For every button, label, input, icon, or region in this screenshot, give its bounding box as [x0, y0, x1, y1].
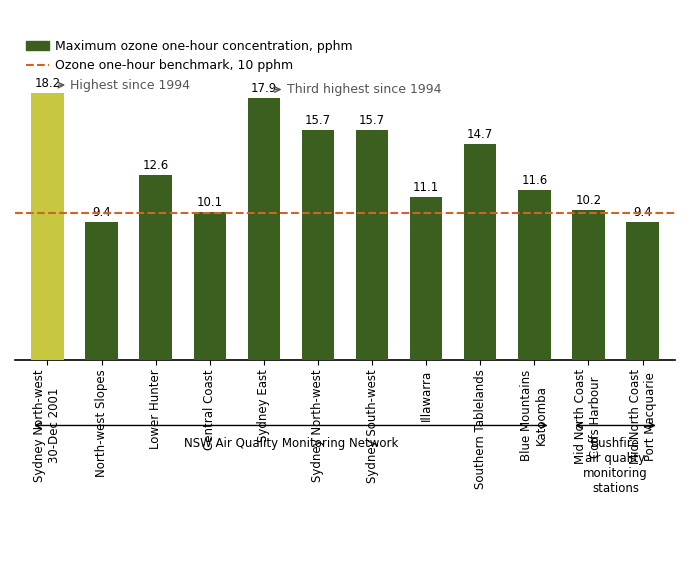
Bar — [464, 144, 497, 360]
Text: 18.2: 18.2 — [34, 77, 61, 90]
Bar — [410, 197, 442, 360]
Text: NSW Air Quality Monitoring Network: NSW Air Quality Monitoring Network — [184, 437, 398, 450]
Text: 9.4: 9.4 — [92, 206, 111, 219]
Text: 10.2: 10.2 — [575, 194, 602, 207]
Text: 11.6: 11.6 — [521, 174, 547, 187]
Legend: Maximum ozone one-hour concentration, pphm, Ozone one-hour benchmark, 10 pphm: Maximum ozone one-hour concentration, pp… — [21, 35, 357, 77]
Text: 12.6: 12.6 — [143, 160, 169, 172]
Text: Highest since 1994: Highest since 1994 — [70, 79, 190, 92]
Text: 14.7: 14.7 — [467, 128, 493, 142]
Text: 15.7: 15.7 — [305, 114, 331, 127]
Bar — [302, 130, 334, 360]
Text: 15.7: 15.7 — [359, 114, 385, 127]
Bar — [627, 222, 659, 360]
Bar — [356, 130, 388, 360]
Text: Third highest since 1994: Third highest since 1994 — [286, 83, 441, 96]
Bar — [248, 97, 280, 360]
Bar — [139, 175, 172, 360]
Text: Bushfire
air quality
monitoring
stations: Bushfire air quality monitoring stations — [583, 437, 648, 495]
Bar — [86, 222, 118, 360]
Text: 9.4: 9.4 — [633, 206, 652, 219]
Text: 10.1: 10.1 — [197, 196, 223, 209]
Bar — [518, 190, 551, 360]
Text: 11.1: 11.1 — [413, 181, 440, 194]
Bar — [31, 93, 63, 360]
Text: 17.9: 17.9 — [250, 82, 277, 95]
Bar — [572, 211, 604, 360]
Bar — [193, 212, 226, 360]
